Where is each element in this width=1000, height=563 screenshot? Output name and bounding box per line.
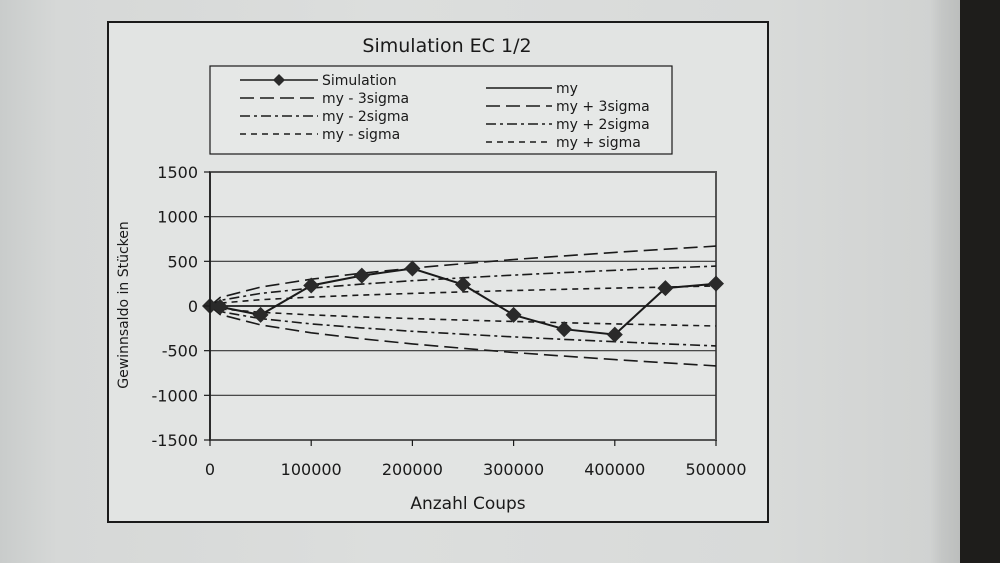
x-tick-label: 300000 xyxy=(483,460,544,479)
y-tick-label: -1000 xyxy=(152,386,199,405)
series-line-myminus-2sigma xyxy=(209,305,717,347)
legend-label: my + 2sigma xyxy=(556,117,650,133)
simulation-point xyxy=(303,277,320,294)
y-tick-label: 0 xyxy=(188,297,198,316)
simulation-point xyxy=(606,326,623,343)
y-tick-label: 1500 xyxy=(157,163,198,182)
series-line-myplusminus-2sigma xyxy=(209,265,717,307)
x-tick-label: 0 xyxy=(205,460,215,479)
y-axis-label: Gewinnsaldo in Stücken xyxy=(116,221,132,388)
series-line-myplusminus-sigma xyxy=(209,285,717,307)
series-group xyxy=(202,245,724,367)
dark-edge xyxy=(960,0,1000,563)
book-spine xyxy=(930,0,960,563)
legend-label: my xyxy=(556,81,578,97)
simulation-point xyxy=(353,267,370,284)
legend-label: my - 3sigma xyxy=(322,91,409,107)
chart-title: Simulation EC 1/2 xyxy=(362,35,531,57)
simulation-point xyxy=(404,260,421,277)
series-line-myplusminus-3sigma xyxy=(209,245,717,307)
x-tick-label: 400000 xyxy=(584,460,645,479)
simulation-point xyxy=(708,275,724,292)
legend-label: my + sigma xyxy=(556,135,641,151)
simulation-point xyxy=(556,321,573,338)
simulation-point xyxy=(212,298,229,315)
x-axis: 0 100000 200000 300000 400000 500000 xyxy=(205,440,747,479)
series-line-simulation xyxy=(209,267,717,336)
y-tick-label: -500 xyxy=(162,342,198,361)
series-line-myminus-3sigma xyxy=(209,305,717,367)
simulation-point xyxy=(657,280,674,297)
y-axis: 1500 1000 500 0 -500 -1000 -1500 xyxy=(152,163,211,450)
simulation-point xyxy=(252,306,269,323)
x-tick-label: 200000 xyxy=(382,460,443,479)
legend-label: my + 3sigma xyxy=(556,99,650,115)
simulation-point xyxy=(455,276,471,293)
x-tick-label: 100000 xyxy=(281,460,342,479)
x-tick-label: 500000 xyxy=(685,460,746,479)
y-tick-label: -1500 xyxy=(152,431,199,450)
x-axis-label: Anzahl Coups xyxy=(410,494,525,514)
legend-label: my - 2sigma xyxy=(322,109,409,125)
y-tick-label: 500 xyxy=(167,252,198,271)
legend: Simulation my my - 3sigma my + 3sigma my - 2… xyxy=(240,73,650,151)
simulation-point xyxy=(505,306,522,323)
series-line-myminus-sigma xyxy=(209,305,717,327)
y-tick-label: 1000 xyxy=(157,208,198,227)
legend-label: Simulation xyxy=(322,73,397,89)
legend-label: my - sigma xyxy=(322,127,400,143)
legend-diamond xyxy=(273,74,285,86)
